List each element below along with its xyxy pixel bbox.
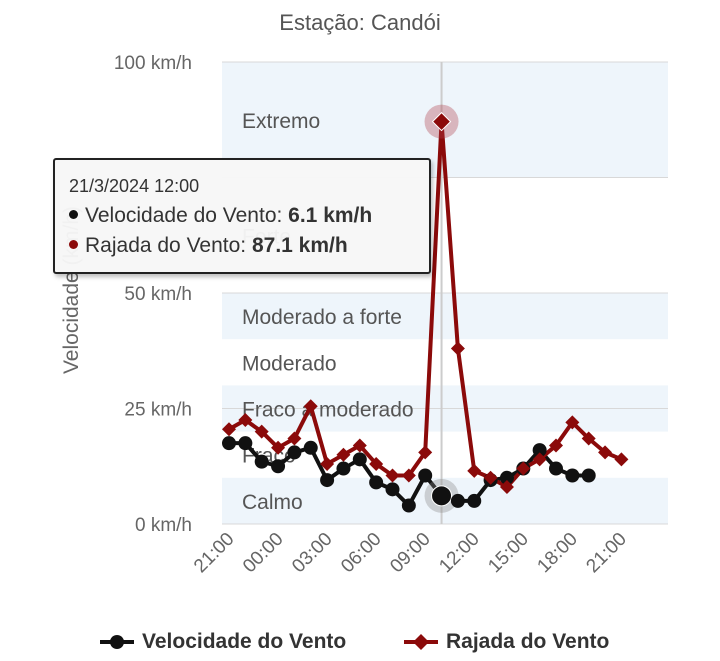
y-tick-label-1: 25 km/h <box>124 400 192 421</box>
tooltip-speed-label: Velocidade do Vento: <box>85 204 289 227</box>
y-tick-label-2: 50 km/h <box>124 284 192 305</box>
series-0-point-22 <box>581 468 596 483</box>
series-1-point-11 <box>401 468 416 483</box>
series-1-point-4 <box>287 431 302 446</box>
x-tick-label-7: 18:00 <box>533 529 581 577</box>
series-1-point-5 <box>303 399 318 414</box>
x-tick-label-6: 15:00 <box>484 529 532 577</box>
tooltip-gust-value: 87.1 km/h <box>251 234 348 257</box>
x-tick-label-2: 03:00 <box>288 529 336 577</box>
series-1-point-3 <box>271 440 286 455</box>
series-1-point-14 <box>450 341 465 356</box>
series-1-point-9 <box>369 456 384 471</box>
legend-gust-marker-icon <box>404 634 438 650</box>
x-tick-label-5: 12:00 <box>435 529 483 577</box>
gust-dot-icon <box>69 239 78 249</box>
series-0-point-0 <box>222 436 236 451</box>
series-0-point-21 <box>565 468 580 483</box>
series-1-point-8 <box>352 438 367 453</box>
series-1-point-15 <box>467 463 482 478</box>
y-tick-label-0: 0 km/h <box>135 515 192 536</box>
series-0-point-9 <box>369 475 384 490</box>
series-0-point-10 <box>385 482 400 497</box>
chart-title: Estação: Candói <box>279 10 441 35</box>
plot-band-label-6: Extremo <box>242 110 320 133</box>
tooltip-date: 21/3/2024 12:00 <box>69 176 200 196</box>
series-1-point-22 <box>581 431 596 446</box>
tooltip-gust-row: Rajada do Vento: 87.1 km/h <box>69 231 415 261</box>
series-1-point-7 <box>336 447 351 462</box>
series-0-point-7 <box>336 461 351 476</box>
tooltip-gust-label: Rajada do Vento: <box>85 234 252 257</box>
series-1-point-2 <box>254 424 269 439</box>
series-0-point-2 <box>254 454 269 469</box>
series-1-point-10 <box>385 468 400 483</box>
plot-band-label-3: Moderado <box>242 352 337 375</box>
tooltip-speed-row: Velocidade do Vento: 6.1 km/h <box>69 201 415 231</box>
series-1-point-13 <box>431 111 452 132</box>
speed-dot-icon <box>69 209 78 219</box>
y-tick-label-3: 100 km/h <box>114 53 192 74</box>
series-0-point-3 <box>271 459 286 474</box>
x-tick-label-3: 06:00 <box>337 529 385 577</box>
series-0-point-15 <box>467 493 482 508</box>
series-0-point-4 <box>287 445 302 460</box>
tooltip-speed-value: 6.1 km/h <box>288 204 373 227</box>
x-tick-label-0: 21:00 <box>190 529 238 577</box>
series-0-point-5 <box>303 440 318 455</box>
series-0-point-17 <box>499 470 514 485</box>
legend-speed-label: Velocidade do Vento <box>142 630 347 653</box>
series-0-point-19 <box>532 443 547 458</box>
series-1-point-0 <box>222 422 236 437</box>
series-1-point-12 <box>418 445 433 460</box>
series-1-point-24 <box>614 452 629 467</box>
series-1-point-19 <box>532 452 547 467</box>
series-1-point-18 <box>516 461 531 476</box>
series-0-point-14 <box>450 493 465 508</box>
series-1-point-6 <box>320 456 335 471</box>
series-1-point-1 <box>238 413 253 428</box>
x-tick-label-8: 21:00 <box>582 529 630 577</box>
series-0-point-6 <box>320 473 335 488</box>
series-0-point-8 <box>352 452 367 467</box>
plot-band-label-4: Moderado a forte <box>242 306 402 329</box>
plot-band-label-0: Calmo <box>242 491 303 514</box>
plot-band-4 <box>222 293 668 340</box>
series-0-point-11 <box>401 498 416 513</box>
legend-item-speed[interactable]: Velocidade do Vento <box>100 630 346 654</box>
plot-band-label-2: Fraco a moderado <box>242 399 414 422</box>
series-0-point-1 <box>238 436 253 451</box>
legend-speed-marker-icon <box>100 635 134 649</box>
series-1-point-17 <box>499 480 514 495</box>
data-tooltip: 21/3/2024 12:00 Velocidade do Vento: 6.1… <box>53 158 431 274</box>
series-1-point-23 <box>598 445 613 460</box>
series-0-point-20 <box>549 461 563 476</box>
x-tick-label-1: 00:00 <box>239 529 287 577</box>
series-1-point-16 <box>483 470 498 485</box>
legend-item-gust[interactable]: Rajada do Vento <box>404 630 609 654</box>
series-1-point-20 <box>549 438 563 453</box>
legend-gust-label: Rajada do Vento <box>446 630 610 653</box>
series-1-point-21 <box>565 415 580 430</box>
x-tick-label-4: 09:00 <box>386 529 434 577</box>
series-0-point-12 <box>418 468 433 483</box>
series-0-point-13 <box>431 485 453 507</box>
